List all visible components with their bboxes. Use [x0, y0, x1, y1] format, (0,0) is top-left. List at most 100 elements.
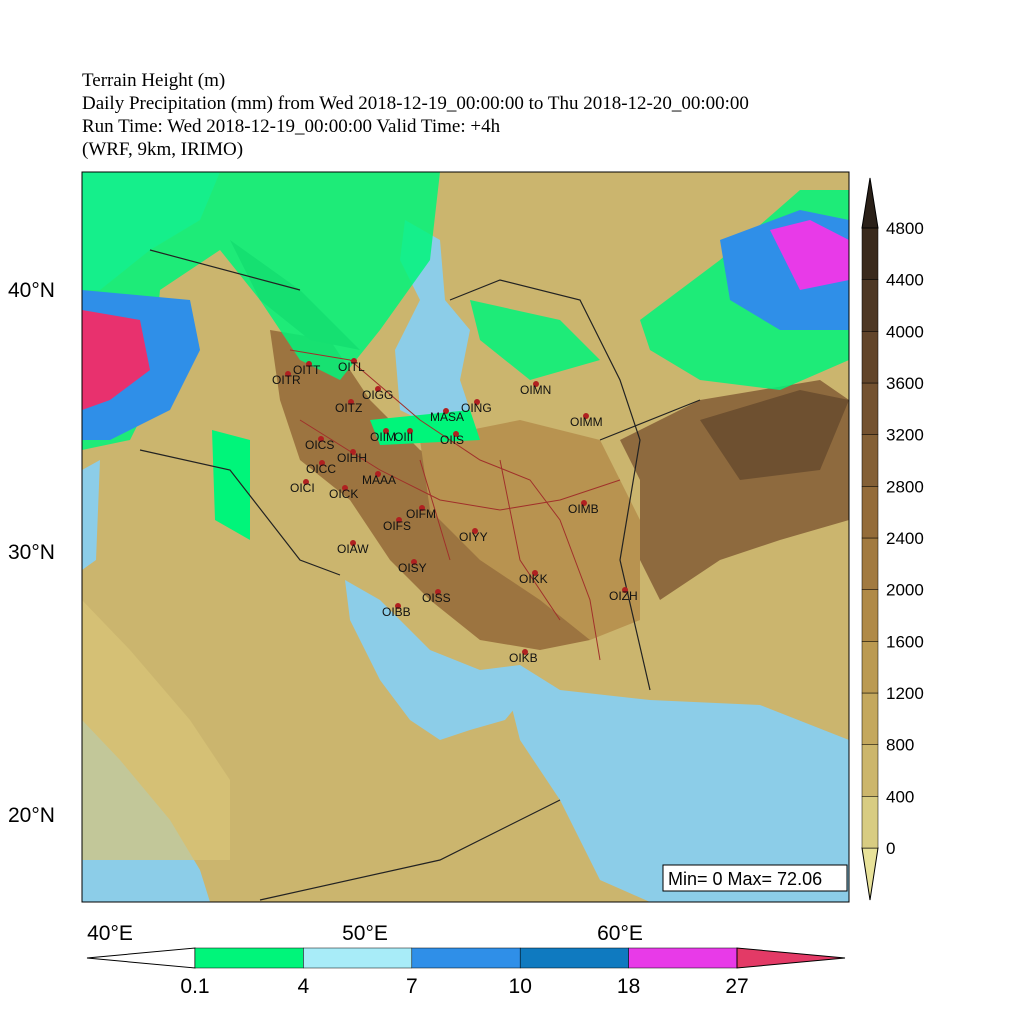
colorbar-end [736, 947, 846, 969]
station-label: OICK [329, 487, 358, 501]
annotation: Min= 0 Max= 72.06 [668, 869, 822, 889]
precip-area [470, 300, 600, 380]
colorbar-label: 10 [509, 975, 532, 998]
colorbar-bin [861, 434, 879, 487]
country-borders [139, 249, 701, 901]
station-dot [583, 413, 589, 419]
station-label: OIKB [509, 651, 538, 665]
precip-area [82, 172, 440, 450]
colorbar-bin [861, 227, 879, 280]
precip-area [770, 220, 849, 290]
lon-label: 50°E [342, 922, 388, 945]
station-label: OIMM [570, 415, 603, 429]
mediterranean [82, 460, 100, 570]
colorbar-label: 0 [886, 839, 895, 858]
station-dot [522, 649, 528, 655]
station-dot [303, 479, 309, 485]
station-label: OIZH [609, 589, 638, 603]
station-dot [306, 361, 312, 367]
colorbar-label: 0.1 [180, 975, 209, 998]
colorbar-end [861, 847, 879, 901]
station-dot [474, 399, 480, 405]
colorbar-label: 27 [725, 975, 748, 998]
station-dot [318, 436, 324, 442]
colorbar-label: 4 [298, 975, 310, 998]
precip-area [370, 410, 480, 445]
colorbar-bin [861, 331, 879, 384]
station-label: OISY [398, 561, 427, 575]
station-dot [319, 460, 325, 466]
colorbar-label: 7 [406, 975, 418, 998]
station-dot [395, 603, 401, 609]
colorbar-label: 4400 [886, 271, 924, 290]
high-mountains [700, 390, 849, 480]
station-dot [472, 528, 478, 534]
lon-label: 40°E [87, 922, 133, 945]
map-frame [81, 171, 850, 903]
station-dot [435, 589, 441, 595]
persian-gulf [345, 580, 530, 740]
station-label: OISS [422, 591, 451, 605]
annotation-box [662, 864, 848, 892]
station-label: OITR [272, 373, 301, 387]
lat-label: 20°N [8, 804, 55, 827]
station-dot [350, 540, 356, 546]
lat-label: 30°N [8, 541, 55, 564]
station-label: OITL [338, 360, 365, 374]
station-dot [407, 428, 413, 434]
station-label: OIAW [337, 542, 369, 556]
station-label: OIII [394, 430, 413, 444]
station-dot [419, 505, 425, 511]
colorbar-bin [861, 641, 879, 694]
station-dot [532, 570, 538, 576]
colorbar-label: 400 [886, 787, 914, 806]
colorbar-bin [861, 692, 879, 745]
colorbar-label: 3600 [886, 374, 924, 393]
station-label: OIFS [383, 519, 411, 533]
colorbar-bin [861, 279, 879, 332]
colorbar-bin [861, 744, 879, 797]
lon-label: 60°E [597, 922, 643, 945]
colorbar-label: 1200 [886, 684, 924, 703]
station-dot [375, 386, 381, 392]
station-dot [348, 399, 354, 405]
colorbar-bin [194, 947, 304, 969]
station-dot [443, 408, 449, 414]
station-dot [396, 517, 402, 523]
station-dot [533, 381, 539, 387]
station-label: OICC [306, 462, 336, 476]
colorbar-bin [519, 947, 629, 969]
province-borders [289, 349, 621, 661]
colorbar-bin [861, 382, 879, 435]
station-label: OITT [293, 363, 321, 377]
station-dot [383, 428, 389, 434]
colorbar-end [86, 947, 196, 969]
map [82, 172, 849, 902]
colorbar-bin [303, 947, 413, 969]
station-dot [581, 500, 587, 506]
colorbar-label: 4000 [886, 322, 924, 341]
station-label: OIFM [406, 507, 436, 521]
station-label: OIMN [520, 383, 551, 397]
colorbar-label: 2000 [886, 581, 924, 600]
station-label: OING [461, 401, 492, 415]
colorbar-label: 18 [617, 975, 640, 998]
colorbar-bin [628, 947, 738, 969]
arabian-sea [510, 665, 849, 902]
station-label: OIIS [440, 433, 464, 447]
colorbar-label: 800 [886, 736, 914, 755]
subtitle: (WRF, 9km, IRIMO) [82, 139, 243, 160]
station-label: OICS [305, 438, 334, 452]
station-label: OICI [290, 481, 315, 495]
station-dot [350, 449, 356, 455]
station-dot [375, 471, 381, 477]
station-dot [411, 559, 417, 565]
station-dot [453, 431, 459, 437]
station-label: MAAA [362, 473, 396, 487]
colorbar-bin [861, 589, 879, 642]
station-dot [342, 485, 348, 491]
precip-area [212, 430, 250, 540]
